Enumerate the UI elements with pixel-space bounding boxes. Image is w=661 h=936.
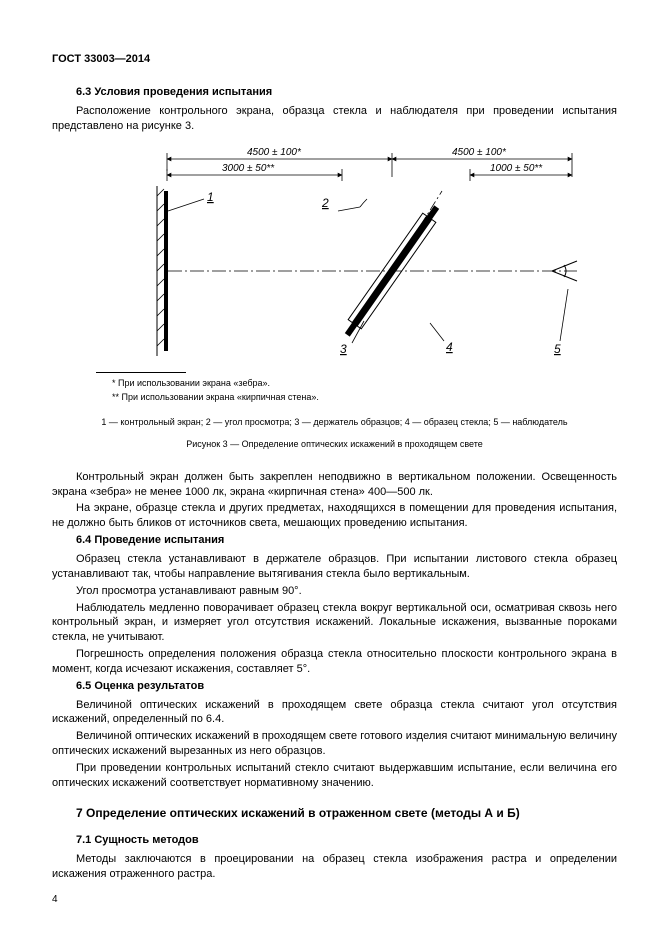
section-6-4-title: 6.4 Проведение испытания: [52, 533, 617, 548]
body-p2: На экране, образце стекла и других предм…: [52, 501, 617, 531]
section-6-4-p1: Образец стекла устанавливают в держателе…: [52, 552, 617, 582]
doc-header: ГОСТ 33003—2014: [52, 52, 617, 67]
figure-3-svg: 4500 ± 100* 4500 ± 100* 3000 ± 50** 1000…: [112, 141, 582, 361]
footnote-1: * При использовании экрана «зебра».: [96, 377, 617, 389]
body-p1: Контрольный экран должен быть закреплен …: [52, 470, 617, 500]
dim-4500-left: 4500 ± 100*: [247, 147, 302, 158]
footnote-separator: [96, 372, 186, 373]
label-4: 4: [446, 340, 453, 354]
label-1: 1: [207, 190, 214, 204]
dim-1000: 1000 ± 50**: [490, 163, 543, 174]
footnote-2: ** При использовании экрана «кирпичная с…: [96, 391, 617, 403]
label-5: 5: [554, 342, 561, 356]
section-7-1-p1: Методы заключаются в проецировании на об…: [52, 852, 617, 882]
section-7-title: 7 Определение оптических искажений в отр…: [52, 805, 617, 821]
dim-3000: 3000 ± 50**: [222, 163, 275, 174]
figure-3: 4500 ± 100* 4500 ± 100* 3000 ± 50** 1000…: [112, 141, 582, 366]
section-6-5-p3: При проведении контрольных испытаний сте…: [52, 761, 617, 791]
figure-legend: 1 — контрольный экран; 2 — угол просмотр…: [52, 416, 617, 428]
label-2: 2: [321, 196, 329, 210]
section-6-5-title: 6.5 Оценка результатов: [52, 679, 617, 694]
label-3: 3: [340, 342, 347, 356]
section-6-4-p3: Наблюдатель медленно поворачивает образе…: [52, 601, 617, 646]
section-6-5-p2: Величиной оптических искажений в проходя…: [52, 729, 617, 759]
section-6-4-p4: Погрешность определения положения образц…: [52, 647, 617, 677]
section-7-1-title: 7.1 Сущность методов: [52, 833, 617, 848]
dim-4500-right: 4500 ± 100*: [452, 147, 507, 158]
figure-caption: Рисунок 3 — Определение оптических искаж…: [52, 438, 617, 450]
section-6-3-title: 6.3 Условия проведения испытания: [52, 85, 617, 100]
section-6-5-p1: Величиной оптических искажений в проходя…: [52, 698, 617, 728]
page-number: 4: [52, 893, 58, 907]
section-6-3-p1: Расположение контрольного экрана, образц…: [52, 104, 617, 134]
section-6-4-p2: Угол просмотра устанавливают равным 90°.: [52, 584, 617, 599]
